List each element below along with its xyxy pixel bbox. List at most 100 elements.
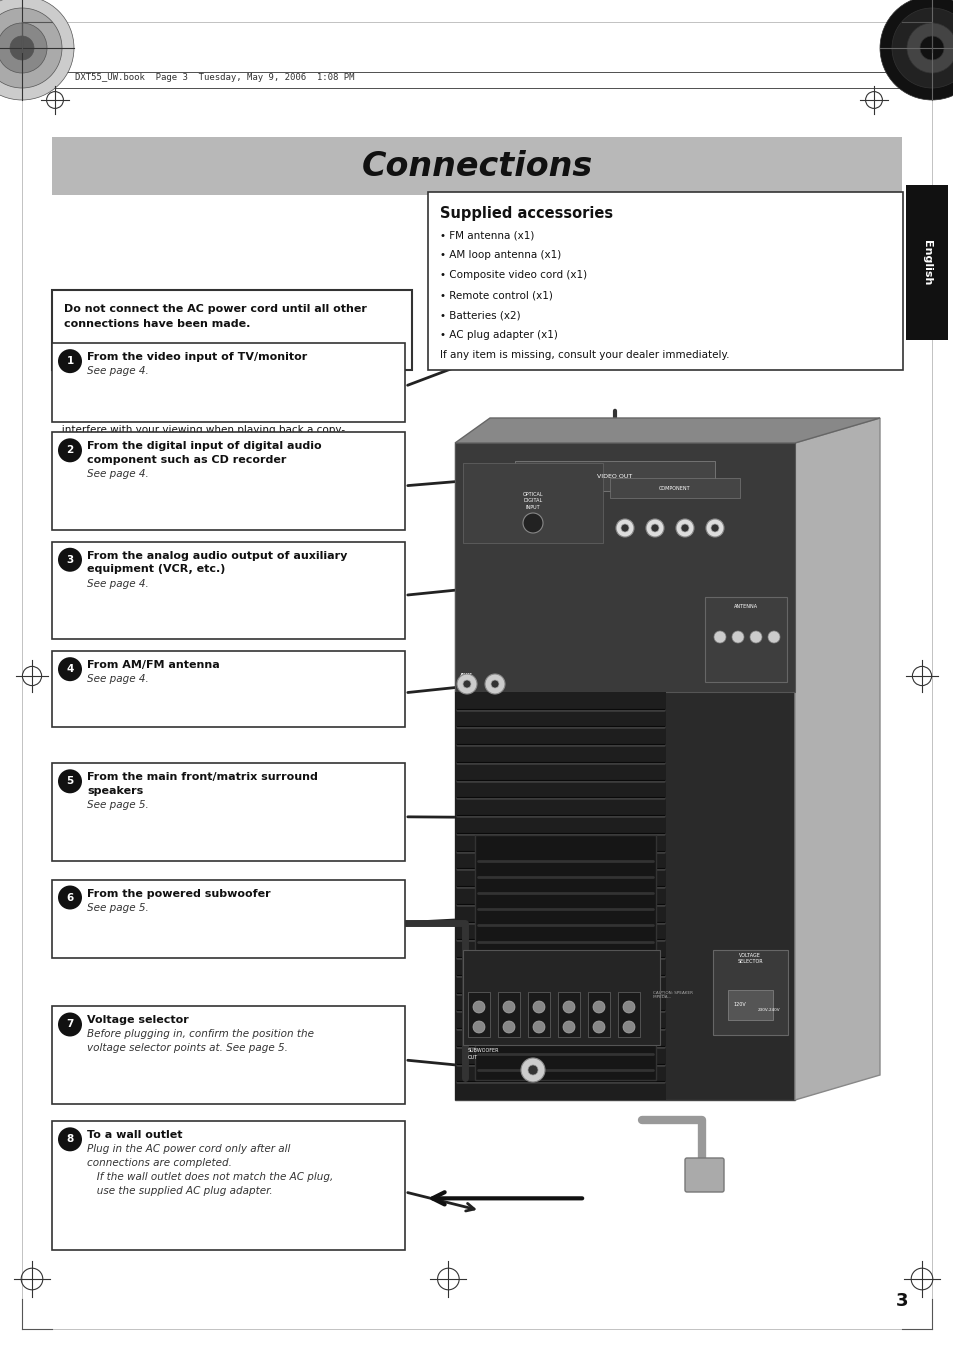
Circle shape [58,438,82,462]
Circle shape [502,1001,515,1013]
FancyBboxPatch shape [455,692,665,1100]
Circle shape [562,1001,575,1013]
Text: 1: 1 [67,357,73,366]
Text: 7: 7 [67,1020,73,1029]
Circle shape [713,631,725,643]
FancyBboxPatch shape [558,992,579,1038]
FancyBboxPatch shape [515,461,714,490]
Circle shape [520,1058,544,1082]
Circle shape [680,524,688,532]
Circle shape [0,8,62,88]
Circle shape [562,1021,575,1034]
Circle shape [620,524,628,532]
FancyBboxPatch shape [468,992,490,1038]
FancyBboxPatch shape [52,343,405,422]
Text: Voltage selector: Voltage selector [87,1016,189,1025]
Text: • Batteries (x2): • Batteries (x2) [439,309,520,320]
Circle shape [710,524,719,532]
FancyBboxPatch shape [52,432,405,530]
FancyBboxPatch shape [609,478,740,499]
FancyBboxPatch shape [497,992,519,1038]
Text: • FM antenna (x1): • FM antenna (x1) [439,230,534,240]
Text: • AC plug adapter (x1): • AC plug adapter (x1) [439,330,558,340]
Circle shape [676,519,693,536]
Text: Plug in the AC power cord only after all
connections are completed.
   If the wa: Plug in the AC power cord only after all… [87,1144,333,1197]
Text: English: English [921,240,931,285]
Text: DXT55_UW.book  Page 3  Tuesday, May 9, 2006  1:08 PM: DXT55_UW.book Page 3 Tuesday, May 9, 200… [75,73,355,82]
Circle shape [593,1001,604,1013]
Circle shape [58,1127,82,1151]
FancyBboxPatch shape [52,1006,405,1104]
Text: • Remote control (x1): • Remote control (x1) [439,290,553,300]
Text: 5: 5 [67,777,73,786]
FancyBboxPatch shape [52,880,405,958]
Text: See page 5.: See page 5. [87,902,149,912]
Text: From the video input of TV/monitor: From the video input of TV/monitor [87,353,307,362]
Text: Before plugging in, confirm the position the
voltage selector points at. See pag: Before plugging in, confirm the position… [87,1029,314,1054]
FancyBboxPatch shape [527,992,550,1038]
Circle shape [456,674,476,694]
Text: 8: 8 [67,1135,73,1144]
Text: From the powered subwoofer: From the powered subwoofer [87,889,271,898]
Circle shape [731,631,743,643]
Text: 3: 3 [895,1292,907,1310]
Circle shape [58,885,82,909]
Circle shape [58,1012,82,1036]
Text: See page 4.: See page 4. [87,469,149,480]
FancyBboxPatch shape [455,443,794,692]
Text: 6: 6 [67,893,73,902]
Text: See page 4.: See page 4. [87,578,149,589]
Text: See page 4.: See page 4. [87,674,149,684]
Text: ANTENNA: ANTENNA [733,604,758,609]
Text: 4: 4 [67,665,73,674]
Circle shape [10,36,34,59]
Circle shape [891,8,953,88]
Circle shape [879,0,953,100]
FancyBboxPatch shape [618,992,639,1038]
Text: COMPONENT: COMPONENT [659,485,690,490]
Polygon shape [455,417,879,443]
Circle shape [58,547,82,571]
Circle shape [705,519,723,536]
FancyBboxPatch shape [52,651,405,727]
FancyBboxPatch shape [52,290,412,370]
Text: 120V: 120V [732,1002,745,1008]
Text: 3: 3 [67,555,73,565]
Text: VIDEO OUT: VIDEO OUT [597,473,632,478]
Circle shape [622,1021,635,1034]
Text: Connect VIDEO OUT directly to the video input of your
   TV. Connecting VIDEO OU: Connect VIDEO OUT directly to the video … [52,394,362,465]
Circle shape [919,36,943,59]
FancyBboxPatch shape [428,192,902,370]
Circle shape [473,1021,484,1034]
FancyBboxPatch shape [52,763,405,861]
FancyBboxPatch shape [52,1121,405,1250]
Circle shape [533,1001,544,1013]
FancyBboxPatch shape [52,542,405,639]
Text: • AM loop antenna (x1): • AM loop antenna (x1) [439,250,560,259]
Circle shape [484,674,504,694]
Circle shape [502,1021,515,1034]
Text: 2: 2 [67,446,73,455]
FancyBboxPatch shape [475,835,655,1079]
Circle shape [622,1001,635,1013]
Circle shape [58,349,82,373]
Circle shape [522,513,542,534]
Circle shape [650,524,659,532]
Text: OPTICAL
DIGITAL
INPUT: OPTICAL DIGITAL INPUT [522,492,543,509]
Text: • Composite video cord (x1): • Composite video cord (x1) [439,270,586,280]
Circle shape [473,1001,484,1013]
Text: From AM/FM antenna: From AM/FM antenna [87,661,219,670]
FancyBboxPatch shape [462,463,602,543]
Circle shape [527,1065,537,1075]
FancyBboxPatch shape [712,950,787,1035]
Circle shape [616,519,634,536]
Text: Do not connect the AC power cord until all other
connections have been made.: Do not connect the AC power cord until a… [64,304,367,328]
Text: CAUTION: SPEAKER
IMPEDA...: CAUTION: SPEAKER IMPEDA... [652,990,692,1000]
Polygon shape [794,417,879,1100]
Circle shape [0,0,74,100]
Text: From the analog audio output of auxiliary
equipment (VCR, etc.): From the analog audio output of auxiliar… [87,551,347,574]
Text: To a wall outlet: To a wall outlet [87,1131,182,1140]
Circle shape [58,769,82,793]
FancyBboxPatch shape [684,1158,723,1192]
Text: AUX: AUX [459,673,473,678]
